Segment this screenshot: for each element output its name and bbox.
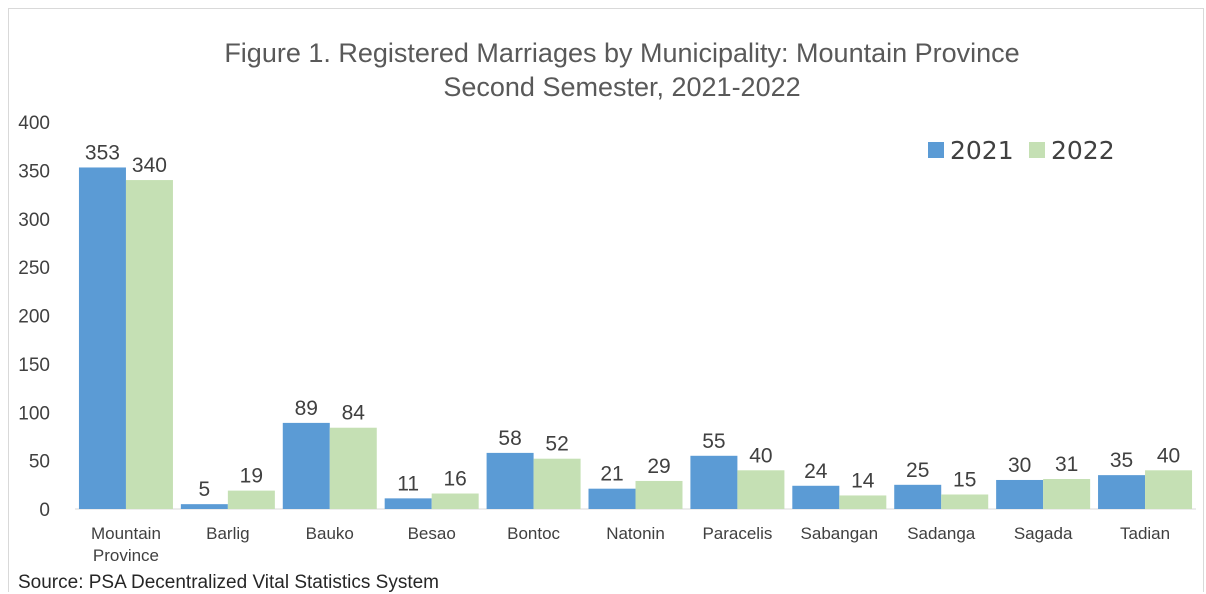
- bar-2022-sagada: [1043, 479, 1091, 509]
- chart-title-line: Second Semester, 2021-2022: [443, 72, 800, 102]
- bar-2022-bontoc: [533, 458, 581, 509]
- data-label-2022: 31: [1055, 453, 1078, 476]
- data-label-2022: 15: [953, 468, 976, 491]
- source-note: Source: PSA Decentralized Vital Statisti…: [18, 572, 439, 593]
- y-tick-label: 150: [18, 355, 50, 376]
- data-label-2022: 40: [1157, 444, 1180, 467]
- bar-2022-besao: [431, 493, 479, 509]
- bar-2021-mountain-province: [78, 167, 126, 509]
- y-tick-label: 200: [18, 307, 50, 328]
- data-label-2021: 35: [1110, 449, 1133, 472]
- x-category-label: Barlig: [206, 524, 249, 543]
- x-category-label: Sagada: [1014, 524, 1073, 543]
- data-label-2022: 340: [132, 154, 167, 177]
- data-label-2022: 29: [647, 455, 670, 478]
- y-tick-label: 350: [18, 161, 50, 182]
- data-label-2022: 40: [749, 444, 772, 467]
- chart-title-line: Figure 1. Registered Marriages by Munici…: [224, 38, 1019, 68]
- legend-label-2021: 2021: [950, 136, 1014, 165]
- bar-2021-bontoc: [486, 452, 534, 509]
- y-tick-label: 250: [18, 258, 50, 279]
- data-label-2021: 30: [1008, 454, 1031, 477]
- data-label-2021: 55: [702, 430, 725, 453]
- bar-2022-paracelis: [737, 470, 785, 509]
- bar-2021-bauko: [282, 422, 330, 509]
- legend-swatch-2022: [1029, 142, 1045, 158]
- y-tick-label: 300: [18, 210, 50, 231]
- data-label-2021: 24: [804, 460, 828, 483]
- bar-2022-bauko: [329, 427, 377, 509]
- data-label-2022: 19: [240, 465, 263, 488]
- x-category-label: Natonin: [606, 524, 665, 543]
- bar-2022-natonin: [635, 480, 683, 509]
- bar-2021-sabangan: [792, 485, 840, 509]
- data-label-2021: 353: [85, 141, 120, 164]
- bar-2021-besao: [384, 498, 432, 509]
- data-label-2022: 84: [342, 402, 366, 425]
- x-category-label: Besao: [408, 524, 456, 543]
- x-category-label: Paracelis: [702, 524, 772, 543]
- data-label-2021: 5: [199, 478, 211, 501]
- bar-2022-tadian: [1145, 470, 1193, 509]
- bar-2021-paracelis: [690, 455, 738, 509]
- x-category-label: Mountain: [91, 524, 161, 543]
- bar-2021-natonin: [588, 488, 636, 509]
- data-label-2022: 16: [444, 468, 467, 491]
- bar-2021-tadian: [1098, 475, 1146, 509]
- x-category-label: Bontoc: [507, 524, 560, 543]
- bar-2022-sadanga: [941, 494, 989, 509]
- bar-2022-sabangan: [839, 495, 887, 509]
- x-category-label: Bauko: [306, 524, 354, 543]
- x-category-label: Sadanga: [907, 524, 976, 543]
- data-label-2022: 14: [851, 469, 875, 492]
- y-tick-label: 400: [18, 113, 50, 134]
- data-label-2021: 58: [498, 427, 521, 450]
- chart-frame: [8, 8, 1204, 592]
- x-category-label: Province: [93, 546, 159, 565]
- y-tick-label: 50: [29, 452, 50, 473]
- bar-2022-barlig: [227, 490, 275, 509]
- legend-label-2022: 2022: [1051, 136, 1115, 165]
- data-label-2021: 21: [600, 463, 623, 486]
- data-label-2021: 25: [906, 459, 929, 482]
- bar-2021-sadanga: [894, 484, 942, 509]
- bar-2021-barlig: [180, 504, 228, 509]
- bar-2021-sagada: [996, 479, 1044, 509]
- legend-swatch-2021: [928, 142, 944, 158]
- x-category-label: Tadian: [1120, 524, 1170, 543]
- data-label-2021: 89: [295, 397, 318, 420]
- y-tick-label: 0: [39, 500, 50, 521]
- data-label-2022: 52: [545, 433, 568, 456]
- bar-2022-mountain-province: [125, 180, 173, 510]
- data-label-2021: 11: [397, 472, 419, 495]
- y-tick-label: 100: [18, 403, 50, 424]
- x-category-label: Sabangan: [801, 524, 879, 543]
